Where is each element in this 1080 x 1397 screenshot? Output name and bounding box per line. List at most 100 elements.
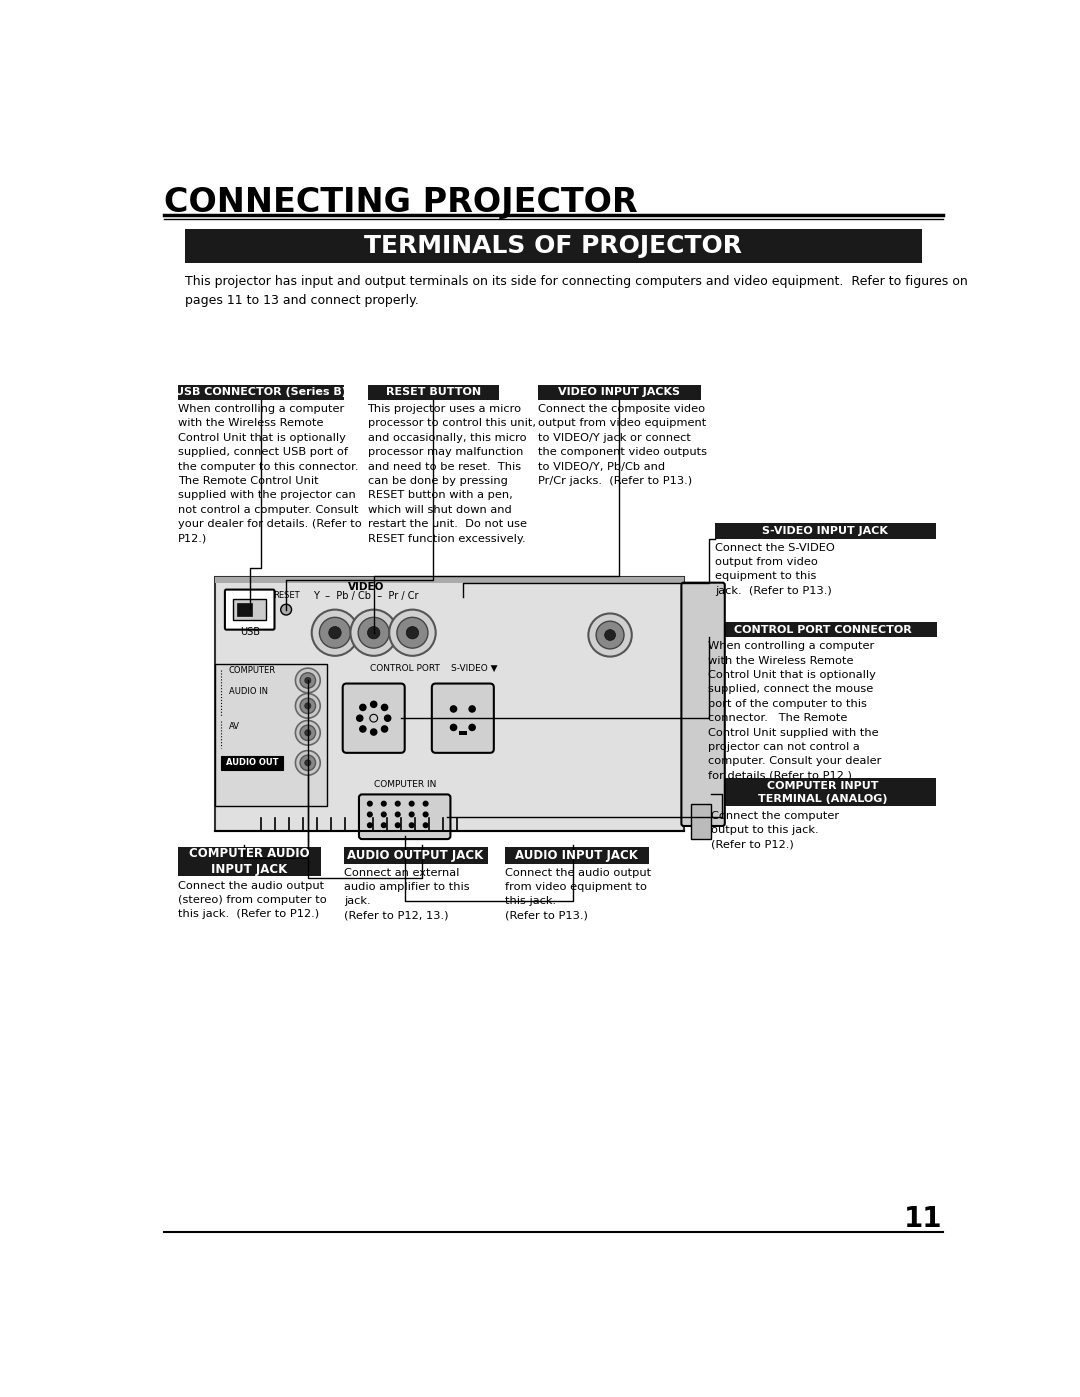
- Circle shape: [300, 698, 315, 714]
- Text: VIDEO: VIDEO: [348, 581, 384, 591]
- FancyBboxPatch shape: [715, 524, 935, 539]
- Circle shape: [328, 627, 341, 638]
- Circle shape: [359, 617, 389, 648]
- Circle shape: [381, 726, 388, 732]
- Circle shape: [356, 715, 363, 721]
- Circle shape: [397, 617, 428, 648]
- FancyBboxPatch shape: [342, 683, 405, 753]
- Circle shape: [300, 725, 315, 740]
- Circle shape: [596, 622, 624, 648]
- Circle shape: [369, 714, 378, 722]
- Circle shape: [381, 704, 388, 711]
- Circle shape: [300, 673, 315, 689]
- Text: S-VIDEO INPUT JACK: S-VIDEO INPUT JACK: [761, 527, 888, 536]
- Circle shape: [367, 627, 380, 638]
- Text: When controlling a computer
with the Wireless Remote
Control Unit that is option: When controlling a computer with the Wir…: [177, 404, 362, 543]
- Circle shape: [300, 756, 315, 771]
- Text: S-VIDEO ▼: S-VIDEO ▼: [451, 664, 498, 673]
- Text: COMPUTER INPUT
TERMINAL (ANALOG): COMPUTER INPUT TERMINAL (ANALOG): [758, 781, 888, 803]
- FancyBboxPatch shape: [215, 664, 327, 806]
- Text: 11: 11: [904, 1204, 943, 1232]
- Circle shape: [409, 823, 414, 827]
- Circle shape: [370, 701, 377, 707]
- Circle shape: [320, 617, 350, 648]
- FancyBboxPatch shape: [345, 847, 488, 863]
- Circle shape: [296, 668, 321, 693]
- FancyBboxPatch shape: [225, 590, 274, 630]
- FancyBboxPatch shape: [367, 384, 499, 400]
- FancyBboxPatch shape: [538, 384, 701, 400]
- Circle shape: [305, 703, 311, 708]
- Text: AUDIO INPUT JACK: AUDIO INPUT JACK: [515, 849, 638, 862]
- Text: VIDEO INPUT JACKS: VIDEO INPUT JACKS: [558, 387, 680, 398]
- Circle shape: [381, 802, 387, 806]
- Circle shape: [605, 630, 616, 640]
- Circle shape: [395, 823, 400, 827]
- Text: RESET: RESET: [273, 591, 299, 601]
- Circle shape: [381, 823, 387, 827]
- FancyBboxPatch shape: [432, 683, 494, 753]
- Text: CONTROL PORT: CONTROL PORT: [369, 664, 440, 673]
- Text: Connect the composite video
output from video equipment
to VIDEO/Y jack or conne: Connect the composite video output from …: [538, 404, 707, 486]
- FancyBboxPatch shape: [237, 604, 252, 616]
- Circle shape: [367, 812, 373, 817]
- FancyBboxPatch shape: [177, 384, 345, 400]
- Text: COMPUTER IN: COMPUTER IN: [374, 781, 436, 789]
- FancyBboxPatch shape: [221, 756, 283, 770]
- Text: AUDIO IN: AUDIO IN: [229, 687, 268, 696]
- Circle shape: [395, 812, 400, 817]
- Text: CONTROL PORT CONNECTOR: CONTROL PORT CONNECTOR: [733, 624, 912, 634]
- Circle shape: [367, 823, 373, 827]
- Bar: [215, 577, 684, 584]
- Circle shape: [423, 823, 428, 827]
- Text: COMPUTER: COMPUTER: [229, 666, 275, 675]
- FancyBboxPatch shape: [215, 577, 684, 831]
- Circle shape: [312, 609, 359, 655]
- Text: Connect the audio output
from video equipment to
this jack.
(Refer to P13.): Connect the audio output from video equi…: [505, 868, 651, 921]
- Circle shape: [381, 812, 387, 817]
- Text: Connect the computer
output to this jack.
(Refer to P12.): Connect the computer output to this jack…: [711, 810, 839, 849]
- Text: CONNECTING PROJECTOR: CONNECTING PROJECTOR: [164, 186, 638, 219]
- Circle shape: [406, 627, 419, 638]
- Text: USB: USB: [240, 627, 259, 637]
- Circle shape: [423, 812, 428, 817]
- FancyBboxPatch shape: [681, 583, 725, 826]
- Circle shape: [409, 802, 414, 806]
- Circle shape: [469, 725, 475, 731]
- Text: RESET BUTTON: RESET BUTTON: [386, 387, 481, 398]
- Bar: [691, 805, 711, 840]
- Circle shape: [305, 729, 311, 736]
- Circle shape: [360, 704, 366, 711]
- FancyBboxPatch shape: [186, 229, 921, 263]
- Circle shape: [450, 725, 457, 731]
- Text: AV: AV: [229, 722, 240, 731]
- Circle shape: [389, 609, 435, 655]
- Circle shape: [409, 812, 414, 817]
- Circle shape: [395, 802, 400, 806]
- FancyBboxPatch shape: [177, 847, 321, 876]
- Circle shape: [350, 609, 397, 655]
- Text: This projector uses a micro
processor to control this unit,
and occasionally, th: This projector uses a micro processor to…: [367, 404, 536, 543]
- FancyBboxPatch shape: [708, 622, 937, 637]
- FancyBboxPatch shape: [232, 599, 266, 620]
- Text: Connect the S-VIDEO
output from video
equipment to this
jack.  (Refer to P13.): Connect the S-VIDEO output from video eq…: [715, 542, 835, 597]
- Circle shape: [305, 760, 311, 766]
- Text: This projector has input and output terminals on its side for connecting compute: This projector has input and output term…: [186, 275, 968, 307]
- Circle shape: [367, 802, 373, 806]
- Text: USB CONNECTOR (Series B): USB CONNECTOR (Series B): [175, 387, 347, 398]
- Circle shape: [589, 613, 632, 657]
- Circle shape: [370, 729, 377, 735]
- Circle shape: [281, 605, 292, 615]
- Text: Connect an external
audio amplifier to this
jack.
(Refer to P12, 13.): Connect an external audio amplifier to t…: [345, 868, 470, 921]
- Text: TERMINALS OF PROJECTOR: TERMINALS OF PROJECTOR: [365, 235, 743, 258]
- Text: COMPUTER AUDIO
INPUT JACK: COMPUTER AUDIO INPUT JACK: [189, 847, 309, 876]
- Circle shape: [296, 750, 321, 775]
- Text: Y  –  Pb / Cb  –  Pr / Cr: Y – Pb / Cb – Pr / Cr: [313, 591, 419, 601]
- Circle shape: [360, 726, 366, 732]
- Circle shape: [296, 693, 321, 718]
- Circle shape: [423, 802, 428, 806]
- Circle shape: [384, 715, 391, 721]
- Text: Connect the audio output
(stereo) from computer to
this jack.  (Refer to P12.): Connect the audio output (stereo) from c…: [177, 880, 326, 919]
- Circle shape: [305, 678, 311, 683]
- Text: AUDIO OUT: AUDIO OUT: [226, 759, 279, 767]
